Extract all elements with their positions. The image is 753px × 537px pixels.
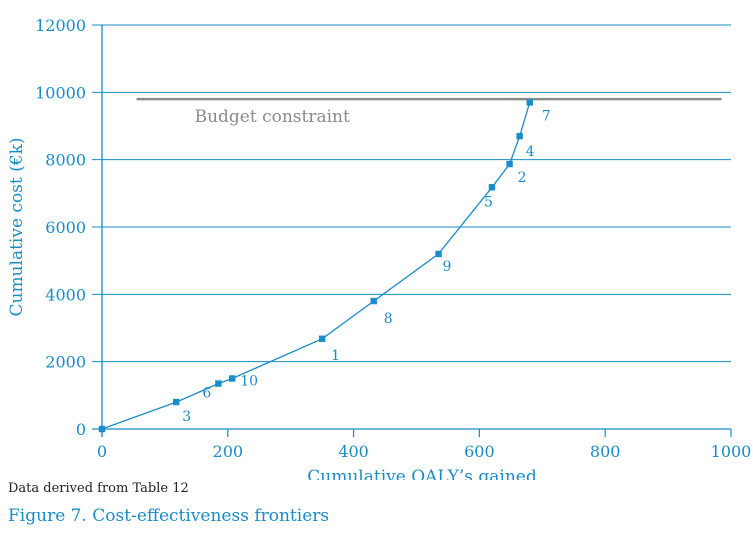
point-label: 4 [526,144,535,160]
data-point-marker [435,250,442,258]
y-tick-label: 2000 [45,353,86,372]
data-point-marker [488,184,496,191]
series-line: 36 10 1 8 9 5 2 4 7 [98,99,551,433]
point-label: 9 [443,259,452,275]
x-axis-title: Cumulative QALY’s gained [307,467,537,480]
y-tick-label: 4000 [45,285,86,304]
x-tick-label: 800 [590,442,621,461]
x-tick-labels: 0 200 400 600 800 1000 [97,442,751,461]
data-point-marker [516,132,523,140]
y-tick-label: 6000 [45,218,86,237]
data-point-marker [98,425,106,433]
point-label: 3 [182,409,191,425]
figure-title: Figure 7. Cost-effectiveness frontiers [8,506,330,526]
data-point-marker [173,398,180,406]
data-point-marker [215,380,222,387]
axes [92,25,732,437]
y-tick-labels: 0 2000 4000 6000 8000 10000 12000 [35,16,86,439]
data-source-note: Data derived from Table 12 [8,481,189,496]
y-axis-title: Cumulative cost (€k) [7,137,27,316]
point-label: 5 [484,194,493,210]
data-point-marker [526,99,533,106]
y-tick-label: 10000 [35,83,86,102]
data-point-marker [229,375,236,382]
x-tick-label: 200 [213,442,244,461]
x-tick-label: 600 [464,442,495,461]
y-tick-label: 0 [76,420,86,439]
point-label: 8 [384,311,393,327]
data-point-marker [370,297,377,305]
data-point-marker [318,335,326,342]
x-tick-label: 0 [97,442,107,461]
budget-constraint-label: Budget constraint [195,107,350,127]
point-label: 2 [518,170,527,186]
point-label: 7 [542,108,551,124]
data-point-marker [506,160,513,168]
x-tick-label: 400 [338,442,369,461]
point-label: 10 [240,374,258,390]
y-tick-label: 8000 [45,151,86,170]
gridlines [92,24,731,363]
point-label: 1 [331,348,340,364]
point-label: 6 [202,386,211,402]
x-tick-label: 1000 [711,442,752,461]
series-path [101,102,531,430]
y-tick-label: 12000 [35,16,86,35]
budget-constraint: Budget constraint [136,97,722,127]
